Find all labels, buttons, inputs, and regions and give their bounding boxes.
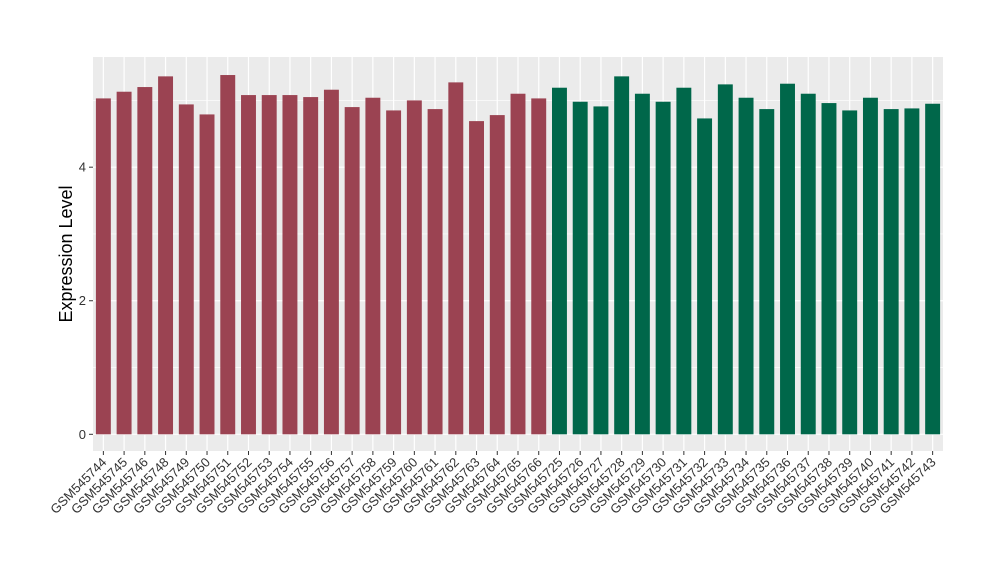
x-axis: GSM545744GSM545745GSM545746GSM545748GSM5… xyxy=(47,451,939,517)
bar-GSM545750 xyxy=(199,114,215,435)
bar-GSM545726 xyxy=(572,101,588,435)
y-axis-title: Expression Level xyxy=(56,185,76,322)
bar-GSM545738 xyxy=(821,103,837,435)
bar-GSM545734 xyxy=(738,97,754,435)
bar-GSM545749 xyxy=(178,104,194,435)
bar-GSM545753 xyxy=(261,95,277,435)
bar-GSM545741 xyxy=(883,109,899,435)
bar-GSM545731 xyxy=(676,87,692,435)
bar-GSM545736 xyxy=(780,83,795,435)
bar-GSM545757 xyxy=(344,107,360,435)
bar-GSM545748 xyxy=(158,76,174,435)
bar-GSM545751 xyxy=(220,75,236,435)
bar-GSM545744 xyxy=(95,98,111,435)
y-tick-label: 0 xyxy=(79,427,86,442)
bar-GSM545745 xyxy=(116,91,132,435)
bar-GSM545732 xyxy=(697,118,713,435)
y-tick-label: 4 xyxy=(79,160,86,175)
y-axis: 0 2 4 xyxy=(79,160,93,442)
bar-GSM545754 xyxy=(282,95,298,435)
bar-GSM545759 xyxy=(386,110,402,435)
bar-GSM545737 xyxy=(800,93,816,435)
bar-GSM545756 xyxy=(323,89,339,435)
bar-GSM545742 xyxy=(904,108,920,435)
bar-GSM545758 xyxy=(365,97,381,435)
bar-GSM545735 xyxy=(759,109,775,435)
bar-GSM545746 xyxy=(137,87,153,435)
bar-GSM545743 xyxy=(925,103,941,435)
bar-GSM545740 xyxy=(862,97,878,435)
bar-GSM545730 xyxy=(655,101,671,435)
bar-GSM545752 xyxy=(241,95,256,435)
bar-GSM545762 xyxy=(448,82,464,435)
bar-GSM545761 xyxy=(427,109,443,435)
bar-GSM545760 xyxy=(406,100,422,435)
bar-GSM545739 xyxy=(842,110,858,435)
bar-GSM545766 xyxy=(531,98,547,435)
bar-GSM545725 xyxy=(552,87,567,435)
bars xyxy=(95,75,941,435)
bar-GSM545765 xyxy=(510,93,526,435)
bar-GSM545763 xyxy=(469,121,484,435)
bar-GSM545728 xyxy=(614,76,630,435)
y-tick-label: 2 xyxy=(79,293,86,308)
bar-GSM545755 xyxy=(303,97,319,435)
bar-GSM545733 xyxy=(717,84,733,435)
bar-GSM545764 xyxy=(489,115,505,435)
bar-GSM545727 xyxy=(593,106,609,435)
bar-GSM545729 xyxy=(634,93,650,435)
